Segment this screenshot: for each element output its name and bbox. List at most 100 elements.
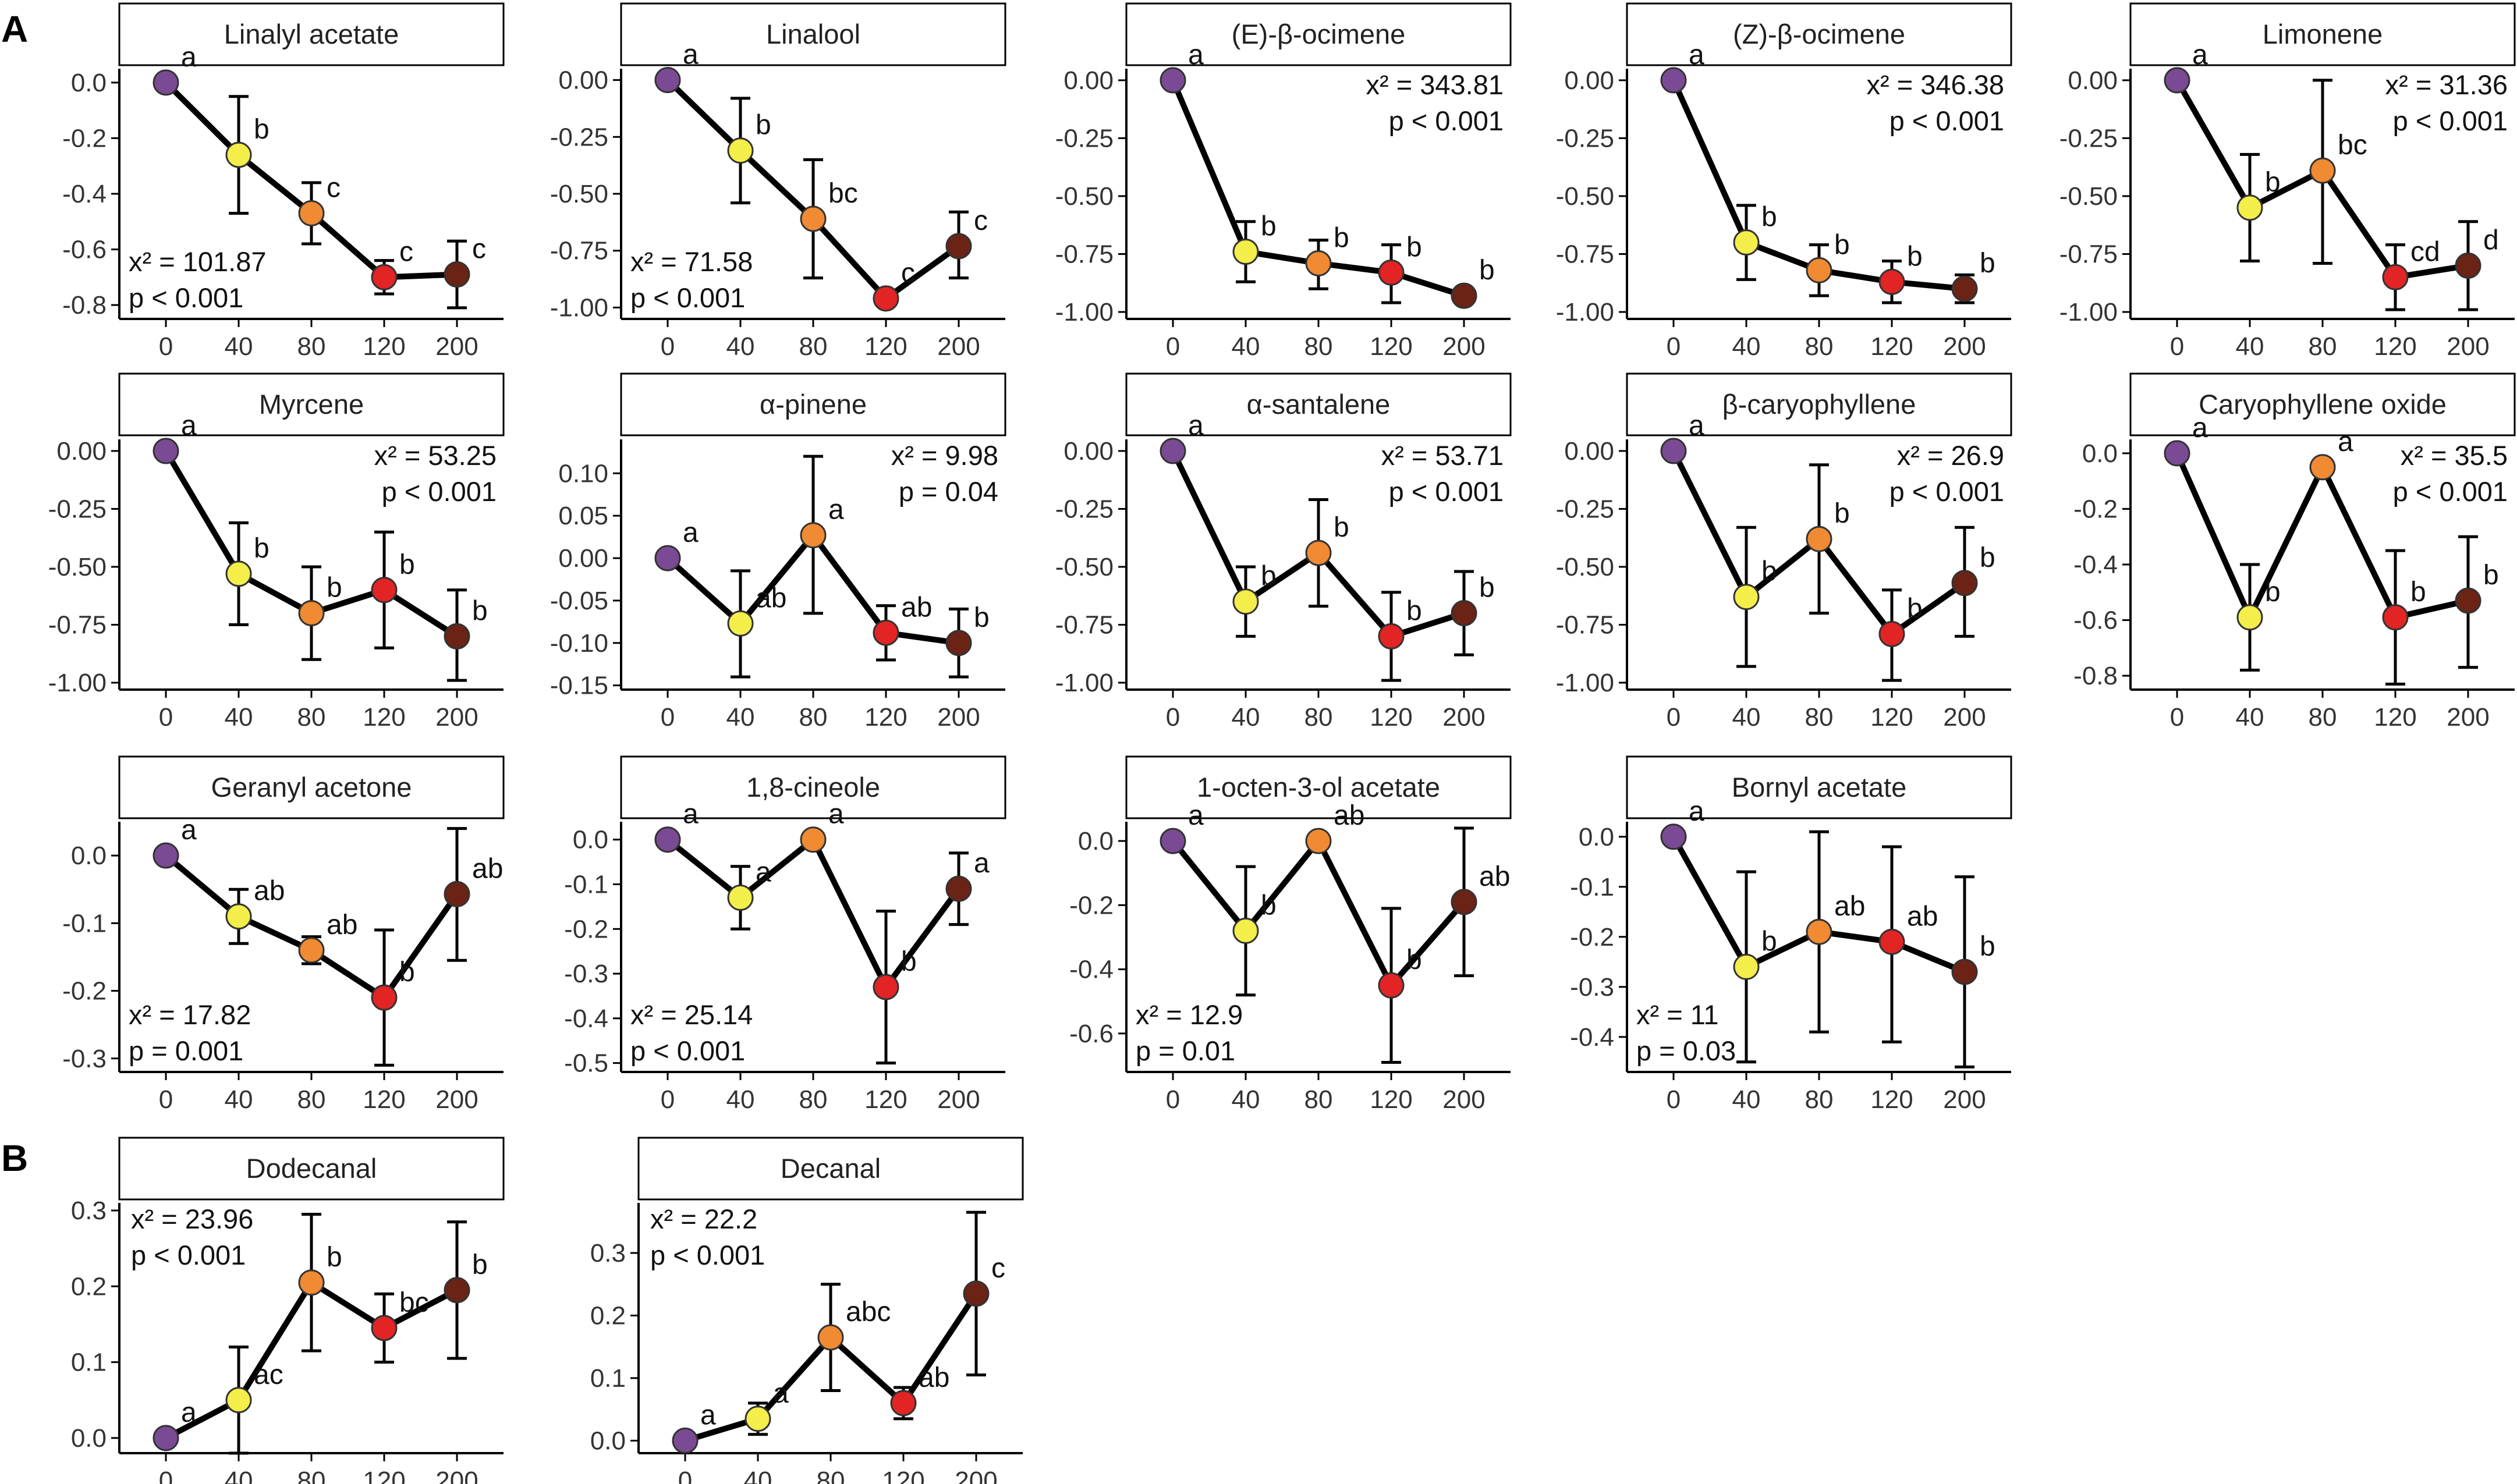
facet-title: 1-octen-3-ol acetate bbox=[1197, 772, 1440, 803]
significance-letter: b bbox=[254, 114, 270, 145]
y-tick-label: -0.50 bbox=[1055, 182, 1114, 211]
significance-letter: b bbox=[974, 602, 990, 633]
x-tick-label: 80 bbox=[817, 1467, 845, 1484]
significance-letter: a bbox=[683, 40, 699, 70]
significance-letter: bc bbox=[399, 1287, 429, 1318]
x-tick-label: 0 bbox=[1166, 332, 1180, 361]
significance-letter: b bbox=[1834, 498, 1850, 529]
significance-letter: b bbox=[1980, 931, 1995, 962]
x-tick-label: 40 bbox=[726, 703, 755, 732]
data-point bbox=[153, 69, 179, 96]
x-tick-label: 40 bbox=[2236, 703, 2264, 732]
y-tick-label: -0.2 bbox=[62, 977, 107, 1006]
x-tick-label: 0 bbox=[159, 1085, 173, 1114]
x-tick-label: 0 bbox=[661, 1085, 675, 1114]
data-point bbox=[2455, 252, 2481, 279]
significance-letter: a bbox=[974, 848, 990, 879]
panel-label-b: B bbox=[1, 1137, 28, 1179]
data-point bbox=[1451, 282, 1477, 309]
y-tick-label: -0.1 bbox=[1570, 873, 1614, 901]
x-tick-label: 200 bbox=[2447, 703, 2489, 732]
y-tick-label: -1.00 bbox=[550, 293, 608, 322]
data-point bbox=[672, 1428, 699, 1454]
facet-strip bbox=[1125, 372, 1512, 436]
facet-dodecanal: Dodecanal 0.0 0.1 0.2 0.3 0 40 80 120 200 a ac b bc b x… bbox=[71, 1137, 505, 1484]
x-tick-label: 0 bbox=[159, 1467, 173, 1484]
x-tick-label: 200 bbox=[2447, 332, 2489, 361]
x-tick-label: 40 bbox=[744, 1467, 772, 1484]
y-tick-label: -0.25 bbox=[1055, 124, 1114, 152]
significance-letter: ab bbox=[1334, 800, 1364, 831]
facet-title: (E)-β-ocimene bbox=[1232, 19, 1406, 49]
significance-letter: ac bbox=[254, 1359, 283, 1390]
y-tick-label: 0.0 bbox=[71, 1424, 107, 1453]
x-tick-label: 200 bbox=[435, 1467, 478, 1484]
x-tick-label: 40 bbox=[1232, 1085, 1260, 1114]
significance-letter: b bbox=[1761, 556, 1777, 587]
chi-square-stat: x² = 71.58 bbox=[630, 246, 753, 277]
significance-letter: b bbox=[1479, 573, 1495, 603]
y-tick-label: -0.25 bbox=[1556, 124, 1614, 152]
x-tick-label: 80 bbox=[297, 1085, 326, 1114]
x-tick-label: 0 bbox=[678, 1467, 692, 1484]
facet-title: Dodecanal bbox=[246, 1153, 377, 1184]
facet-1-octen-3-ol-acetate: 1-octen-3-ol acetate 0.0 -0.2 -0.4 -0.6 0 40 80… bbox=[1069, 755, 1512, 1114]
facet-strip bbox=[1626, 2, 2012, 66]
y-tick-label: -0.3 bbox=[62, 1045, 107, 1073]
significance-letter: a bbox=[828, 495, 844, 526]
significance-letter: b bbox=[1261, 890, 1277, 921]
y-tick-label: -0.75 bbox=[550, 237, 608, 265]
significance-letter: b bbox=[2410, 577, 2426, 608]
significance-letter: b bbox=[1907, 593, 1923, 624]
data-point bbox=[371, 1315, 398, 1341]
chi-square-stat: x² = 26.9 bbox=[1897, 440, 2004, 471]
significance-letter: b bbox=[1261, 211, 1277, 242]
y-tick-label: -0.6 bbox=[1069, 1020, 1114, 1048]
y-tick-label: 0.00 bbox=[56, 437, 107, 466]
x-tick-label: 40 bbox=[225, 1467, 253, 1484]
x-tick-label: 200 bbox=[435, 703, 478, 732]
data-point bbox=[1806, 526, 1832, 552]
x-tick-label: 120 bbox=[363, 1467, 405, 1484]
facet-limonene: Limonene 0.00 -0.25 -0.50 -0.75 -1.00 0 40 80 120… bbox=[2059, 2, 2516, 361]
data-point bbox=[225, 903, 252, 930]
y-tick-label: 0.0 bbox=[1078, 827, 1114, 855]
data-point bbox=[963, 1280, 990, 1307]
data-point bbox=[945, 875, 972, 902]
significance-letter: a bbox=[1689, 410, 1704, 441]
data-point bbox=[444, 1277, 470, 1304]
facet--pinene: α-pinene 0.10 0.05 0.00 -0.05 -0.10 -0.15 0 40 80… bbox=[550, 372, 1006, 732]
y-tick-label: -0.2 bbox=[1570, 923, 1614, 952]
data-point bbox=[1305, 828, 1332, 854]
significance-letter: b bbox=[1334, 512, 1349, 543]
significance-letter: a bbox=[756, 857, 771, 888]
y-tick-label: 0.2 bbox=[71, 1272, 107, 1301]
significance-letter: ab bbox=[1907, 901, 1938, 932]
x-tick-label: 0 bbox=[1667, 332, 1681, 361]
data-point bbox=[1951, 570, 1978, 597]
significance-letter: b bbox=[1406, 945, 1422, 975]
y-tick-label: -0.2 bbox=[2073, 495, 2118, 523]
data-point bbox=[298, 200, 325, 226]
y-tick-label: -0.50 bbox=[1556, 553, 1614, 581]
y-tick-label: -0.25 bbox=[48, 495, 107, 523]
significance-letter: a bbox=[1188, 800, 1204, 831]
significance-letter: b bbox=[1334, 222, 1349, 253]
data-point bbox=[1878, 928, 1905, 955]
x-tick-label: 80 bbox=[799, 1085, 828, 1114]
y-tick-label: -0.50 bbox=[1055, 553, 1114, 581]
p-value-stat: p = 0.01 bbox=[1136, 1035, 1235, 1066]
chi-square-stat: x² = 12.9 bbox=[1136, 999, 1243, 1030]
data-point bbox=[2382, 604, 2409, 631]
y-tick-label: -0.25 bbox=[1556, 495, 1614, 523]
p-value-stat: p < 0.001 bbox=[2393, 476, 2508, 507]
chi-square-stat: x² = 9.98 bbox=[891, 440, 998, 471]
facet-title: α-santalene bbox=[1247, 389, 1391, 420]
facet-1-8-cineole: 1,8-cineole 0.0 -0.1 -0.2 -0.3 -0.4 -0.5 0 40 80 1… bbox=[564, 755, 1006, 1114]
significance-letter: b bbox=[472, 595, 488, 626]
data-point bbox=[873, 619, 899, 646]
y-tick-label: 0.00 bbox=[558, 544, 608, 573]
significance-letter: c bbox=[991, 1253, 1005, 1284]
x-tick-label: 40 bbox=[225, 1085, 253, 1114]
